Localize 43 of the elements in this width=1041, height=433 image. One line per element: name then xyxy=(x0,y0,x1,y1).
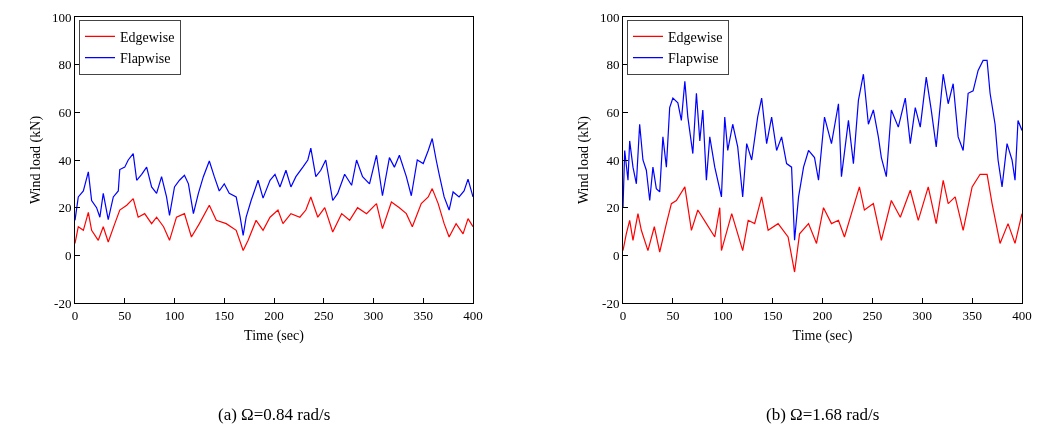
y-tick-label: -20 xyxy=(54,295,72,311)
x-tick-label: 150 xyxy=(762,307,783,323)
y-tick-label: 0 xyxy=(612,247,620,263)
x-tick-label: 100 xyxy=(713,307,733,323)
y-tick-label: 0 xyxy=(64,247,72,263)
y-tick-label: 100 xyxy=(51,9,72,25)
x-tick-label: 300 xyxy=(363,307,384,323)
legend-label: Edgewise xyxy=(119,29,175,45)
x-tick-label: 400 xyxy=(1012,307,1032,323)
y-tick-label: 40 xyxy=(606,152,620,168)
y-tick-label: 80 xyxy=(58,57,72,73)
y-tick-label: 60 xyxy=(58,104,72,120)
line-series xyxy=(623,173,1022,273)
text: (b) Ω=1.68 rad/s xyxy=(766,405,880,424)
legend-label: Flapwise xyxy=(667,51,719,67)
x-tick-label: 350 xyxy=(413,307,433,323)
y-tick-label: 80 xyxy=(606,57,620,73)
x-axis-title: Time (sec) xyxy=(792,327,853,344)
y-tick-label: 20 xyxy=(58,200,72,216)
x-tick-label: 250 xyxy=(862,307,883,323)
y-tick-label: -20 xyxy=(602,295,620,311)
y-axis-title: Wind load (kN) xyxy=(575,115,592,205)
x-tick-label: 100 xyxy=(164,307,185,323)
legend-label: Edgewise xyxy=(667,29,723,45)
x-tick-label: 200 xyxy=(812,307,833,323)
y-tick-label: 60 xyxy=(606,104,620,120)
y-tick-label: 40 xyxy=(58,152,72,168)
x-tick-label: 400 xyxy=(463,307,483,323)
line-series xyxy=(75,188,473,252)
x-axis-title: Time (sec) xyxy=(244,327,305,344)
y-axis-title: Wind load (kN) xyxy=(27,115,44,205)
x-tick-label: 50 xyxy=(666,307,680,323)
x-tick-label: 300 xyxy=(912,307,932,323)
y-tick-label: 100 xyxy=(599,9,620,25)
x-tick-label: 200 xyxy=(264,307,284,323)
x-tick-label: 350 xyxy=(962,307,982,323)
x-tick-label: 250 xyxy=(314,307,334,323)
legend-label: Flapwise xyxy=(119,51,171,67)
line-series xyxy=(75,137,473,236)
x-tick-label: 50 xyxy=(118,307,132,323)
x-tick-label: 150 xyxy=(214,307,234,323)
text: (a) Ω=0.84 rad/s xyxy=(218,405,331,424)
y-tick-label: 20 xyxy=(606,200,620,216)
